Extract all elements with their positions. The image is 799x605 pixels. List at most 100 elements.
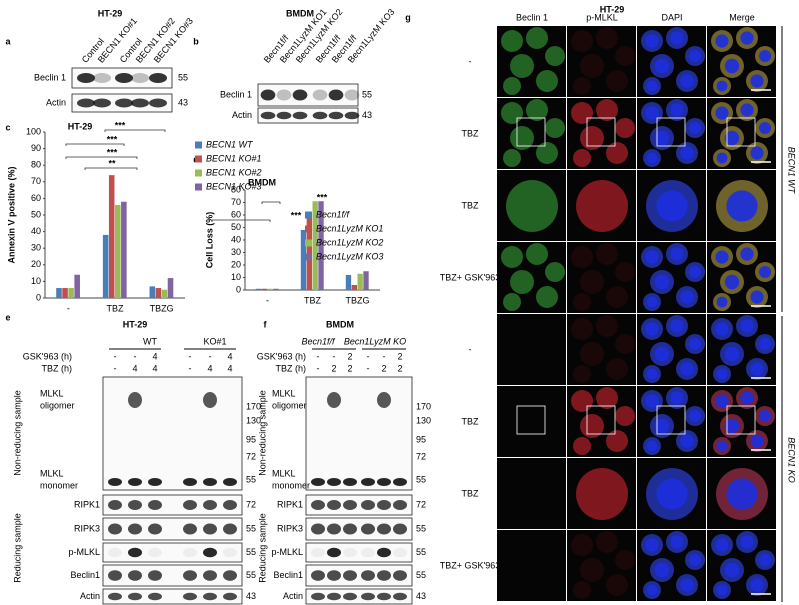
cell xyxy=(571,534,593,556)
nucleus xyxy=(724,58,740,74)
cell xyxy=(606,430,628,452)
y-tick-label: 30 xyxy=(231,247,241,257)
treatment-value: 4 xyxy=(207,363,212,373)
nucleus xyxy=(759,266,771,278)
treatment-value: - xyxy=(209,351,212,361)
row-label: TBZ xyxy=(462,416,480,426)
row-label: p-MLKL xyxy=(271,547,303,557)
legend-label: Becn1LyzM KO1 xyxy=(316,223,383,233)
cell xyxy=(545,118,565,138)
significance: ** xyxy=(108,158,116,168)
monomer-label: monomer xyxy=(272,480,310,490)
band xyxy=(203,547,217,558)
bar xyxy=(273,288,279,290)
significance: *** xyxy=(107,134,118,144)
bar xyxy=(149,286,156,298)
band xyxy=(260,111,276,120)
nucleus xyxy=(715,538,729,552)
nucleus xyxy=(716,584,728,596)
band xyxy=(203,592,217,601)
blot xyxy=(257,83,359,107)
band xyxy=(276,111,292,120)
bar xyxy=(74,274,80,298)
band xyxy=(223,523,237,535)
oligomer-label: MLKL xyxy=(272,388,296,398)
marker: 43 xyxy=(362,110,372,120)
legend-swatch xyxy=(195,141,202,149)
y-tick-label: 50 xyxy=(31,209,41,219)
group-label: WT xyxy=(143,336,157,346)
group-label: KO#1 xyxy=(203,336,226,346)
treatment-value: 4 xyxy=(227,363,232,373)
band xyxy=(311,478,325,486)
band xyxy=(148,547,162,558)
blot xyxy=(102,588,243,605)
nucleus xyxy=(654,346,670,362)
nucleus xyxy=(750,290,764,304)
nucleus xyxy=(670,535,684,549)
y-tick-label: 20 xyxy=(231,259,241,269)
legend-label: Becn1f/f xyxy=(316,209,351,219)
band xyxy=(327,547,341,558)
group-label: Becn1f/f xyxy=(301,336,336,346)
row-label: Actin xyxy=(80,591,100,601)
band xyxy=(312,111,328,120)
cell xyxy=(571,390,593,412)
nucleus xyxy=(716,296,728,308)
band xyxy=(393,523,407,535)
band xyxy=(393,500,407,510)
cell xyxy=(615,118,635,138)
band xyxy=(312,89,328,101)
legend-swatch xyxy=(305,239,312,247)
band xyxy=(183,500,197,510)
band xyxy=(115,73,133,83)
band xyxy=(377,570,391,581)
significance-bracket xyxy=(65,156,138,159)
nucleus xyxy=(724,274,740,290)
cell xyxy=(580,558,604,582)
treatment-label: GSK'963 (h) xyxy=(23,351,72,361)
micrograph xyxy=(567,242,636,313)
bar xyxy=(351,285,357,290)
band xyxy=(343,592,357,601)
group-label: BECN1 WT xyxy=(787,147,797,195)
blot xyxy=(102,564,243,587)
treatment-value: 2 xyxy=(397,363,402,373)
bar xyxy=(115,205,121,298)
group-label: Becn1LyzM KO xyxy=(344,336,406,346)
significance-bracket xyxy=(261,201,281,204)
bar xyxy=(68,288,74,298)
band xyxy=(311,500,325,510)
significance-bracket xyxy=(211,219,271,222)
band xyxy=(148,570,162,581)
row-label: - xyxy=(469,344,472,354)
band xyxy=(311,523,325,535)
y-tick-label: 100 xyxy=(26,126,41,136)
band xyxy=(183,478,197,486)
x-tick-label: TBZG xyxy=(150,303,174,313)
band xyxy=(311,547,325,558)
bar xyxy=(306,216,312,290)
band xyxy=(183,547,197,558)
band xyxy=(223,500,237,510)
band xyxy=(149,98,167,108)
cell xyxy=(571,30,593,52)
y-tick-label: 80 xyxy=(31,160,41,170)
nucleus xyxy=(646,584,658,596)
marker: 130 xyxy=(416,415,431,425)
side-label: Non-reducing sample xyxy=(257,390,267,476)
nucleus xyxy=(654,130,670,146)
band xyxy=(327,592,341,601)
cell xyxy=(503,149,521,167)
band xyxy=(203,570,217,581)
nucleus xyxy=(716,368,728,380)
inset-box xyxy=(726,117,756,147)
y-axis-label: Cell Loss (%) xyxy=(204,212,214,269)
panel-title: BMDM xyxy=(326,319,354,329)
nucleus xyxy=(759,122,771,134)
treatment-label: GSK'963 (h) xyxy=(257,351,306,361)
cell xyxy=(573,293,591,311)
marker: 55 xyxy=(362,89,372,99)
band xyxy=(361,523,375,535)
marker: 55 xyxy=(416,474,426,484)
